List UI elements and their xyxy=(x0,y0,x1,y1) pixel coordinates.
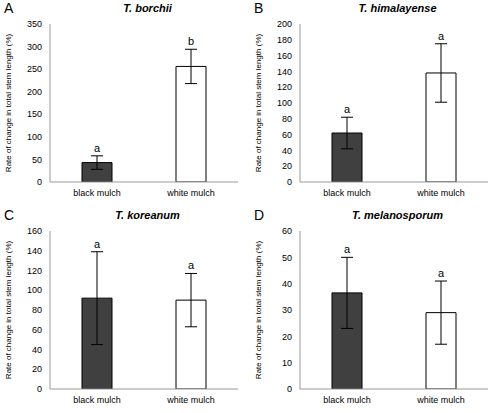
html-text:T. himalayense: T. himalayense xyxy=(358,2,437,14)
svg-text:60: 60 xyxy=(32,324,42,334)
svg-text:0: 0 xyxy=(287,384,292,394)
svg-text:60: 60 xyxy=(282,226,292,236)
svg-text:Rate of change in total stem l: Rate of change in total stem length (%) xyxy=(8,34,13,173)
svg-text:250: 250 xyxy=(27,64,42,74)
svg-text:white mulch: white mulch xyxy=(166,395,215,405)
html-text:A: A xyxy=(4,0,14,16)
svg-text:a: a xyxy=(438,30,445,42)
svg-text:200: 200 xyxy=(277,19,292,29)
svg-text:80: 80 xyxy=(282,114,292,124)
svg-text:0: 0 xyxy=(287,177,292,187)
svg-text:black mulch: black mulch xyxy=(73,395,121,405)
svg-text:30: 30 xyxy=(282,305,292,315)
svg-text:120: 120 xyxy=(277,82,292,92)
svg-text:50: 50 xyxy=(282,252,292,262)
svg-text:40: 40 xyxy=(32,344,42,354)
svg-text:100: 100 xyxy=(277,98,292,108)
svg-text:white mulch: white mulch xyxy=(416,188,465,198)
svg-text:140: 140 xyxy=(27,245,42,255)
svg-text:160: 160 xyxy=(27,226,42,236)
html-text:T. koreanum: T. koreanum xyxy=(115,208,180,221)
html-text:T. borchii: T. borchii xyxy=(123,2,172,14)
svg-text:20: 20 xyxy=(282,331,292,341)
svg-text:120: 120 xyxy=(27,265,42,275)
svg-text:40: 40 xyxy=(282,146,292,156)
svg-text:350: 350 xyxy=(27,19,42,29)
svg-text:40: 40 xyxy=(282,278,292,288)
svg-text:0: 0 xyxy=(37,177,42,187)
html-text:D: D xyxy=(254,206,265,223)
svg-text:160: 160 xyxy=(277,51,292,61)
svg-text:80: 80 xyxy=(32,305,42,315)
svg-text:0: 0 xyxy=(37,384,42,394)
svg-text:white mulch: white mulch xyxy=(166,188,215,198)
svg-text:20: 20 xyxy=(282,161,292,171)
svg-text:black mulch: black mulch xyxy=(323,188,371,198)
svg-text:100: 100 xyxy=(27,285,42,295)
svg-text:a: a xyxy=(188,259,195,271)
svg-text:20: 20 xyxy=(32,364,42,374)
svg-text:60: 60 xyxy=(282,130,292,140)
svg-text:white mulch: white mulch xyxy=(416,395,465,405)
svg-text:a: a xyxy=(94,237,101,249)
svg-text:150: 150 xyxy=(27,109,42,119)
svg-text:300: 300 xyxy=(27,42,42,52)
svg-text:Rate of change in total stem l: Rate of change in total stem length (%) xyxy=(254,34,263,173)
svg-text:a: a xyxy=(438,267,445,279)
html-text:C: C xyxy=(4,206,15,223)
svg-text:a: a xyxy=(94,142,101,154)
svg-text:a: a xyxy=(344,103,351,115)
svg-text:140: 140 xyxy=(277,67,292,77)
svg-text:100: 100 xyxy=(27,132,42,142)
svg-text:10: 10 xyxy=(282,357,292,367)
svg-text:200: 200 xyxy=(27,87,42,97)
html-text:B: B xyxy=(254,0,264,16)
svg-text:180: 180 xyxy=(277,35,292,45)
svg-text:a: a xyxy=(344,243,351,255)
svg-text:black mulch: black mulch xyxy=(73,188,121,198)
svg-text:50: 50 xyxy=(32,155,42,165)
svg-text:black mulch: black mulch xyxy=(323,395,371,405)
svg-text:b: b xyxy=(188,35,194,47)
svg-text:Rate of change in total stem l: Rate of change in total stem length (%) xyxy=(8,240,13,379)
svg-text:Rate of change in total stem l: Rate of change in total stem length (%) xyxy=(254,240,263,379)
html-text:T. melanosporum: T. melanosporum xyxy=(352,208,443,221)
